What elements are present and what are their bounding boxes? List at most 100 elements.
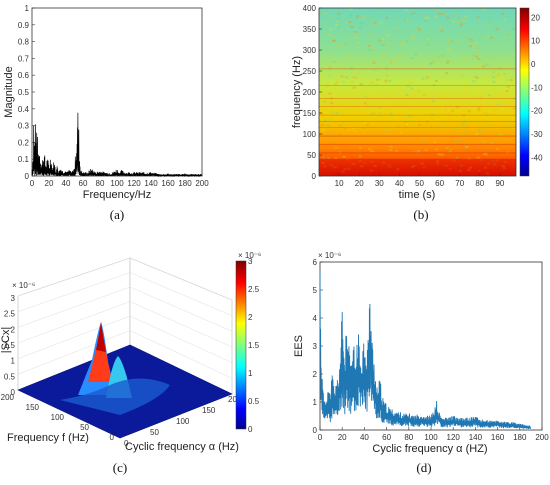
panel-b-noise-cell	[450, 40, 454, 43]
panel-b-noise-cell	[492, 112, 495, 115]
panel-d-y-axis-label: EES	[293, 335, 305, 357]
panel-b-noise-cell	[399, 131, 403, 134]
panel-d-y-tick-label: 2	[313, 370, 318, 379]
panel-b-x-tick-label: 60	[435, 179, 444, 188]
panel-b-noise-cell	[472, 80, 476, 83]
panel-b-noise-cell	[417, 90, 421, 93]
panel-c-colorbar-tick-label: 1	[248, 369, 253, 378]
panel-c-frequency-tick-label: 100	[51, 413, 65, 422]
panel-b-noise-cell	[362, 17, 366, 20]
panel-b-noise-cell	[340, 75, 344, 78]
panel-b-noise-cell	[405, 40, 409, 43]
panel-b-noise-cell	[385, 16, 389, 19]
panel-b-noise-cell	[345, 76, 349, 79]
panel-b-noise-cell	[445, 72, 448, 75]
panel-b-noise-cell	[350, 81, 354, 83]
panel-b-noise-cell	[482, 140, 486, 143]
panel-a-x-tick-label: 100	[110, 179, 124, 188]
panel-b-noise-cell	[364, 77, 368, 80]
panel-b-noise-cell	[440, 29, 444, 32]
panel-b-noise-cell	[474, 91, 478, 94]
panel-b-noise-cell	[337, 12, 341, 15]
panel-c-alpha-ticks: 0 50 100 150 200	[124, 395, 242, 448]
panel-b-noise-cell	[511, 125, 515, 128]
panel-b-noise-cell	[460, 23, 464, 26]
panel-b-noise-cell	[322, 156, 326, 159]
panel-b-noise-cell	[376, 65, 380, 68]
panel-b-noise-cell	[379, 11, 383, 14]
panel-b-noise-cell	[408, 81, 412, 84]
panel-c-z-tick-label: 3	[11, 294, 16, 303]
panel-b-noise-cell	[410, 57, 414, 60]
panel-b-noise-cell	[496, 103, 499, 106]
panel-b-noise-cell	[334, 147, 338, 150]
panel-b-noise-cell	[446, 16, 450, 19]
panel-b-noise-cell	[495, 28, 499, 31]
panel-b-noise-cell	[346, 77, 350, 80]
panel-b-noise-cell	[421, 77, 425, 80]
panel-b-noise-cell	[452, 14, 456, 17]
panel-b-noise-cell	[451, 110, 454, 113]
panel-b-noise-cell	[387, 90, 391, 93]
panel-b-noise-cell	[347, 129, 351, 131]
panel-b-noise-cell	[393, 116, 397, 119]
panel-c-colorbar-tick-label: 2.5	[248, 285, 260, 294]
panel-c-caption-text: (c)	[113, 460, 127, 475]
panel-b-noise-cell	[395, 26, 399, 29]
panel-b-noise-cell	[477, 106, 481, 109]
panel-c-alpha-tick-label: 200	[228, 395, 242, 404]
panel-b-noise-cell	[417, 94, 421, 97]
panel-b-noise-cell	[496, 82, 500, 85]
panel-b-noise-cell	[361, 14, 365, 17]
panel-a-y-tick-label: 1	[25, 4, 30, 13]
panel-c-colorbar-exponent: × 10⁻⁶	[238, 251, 261, 260]
panel-b-noise-cell	[350, 25, 354, 28]
panel-d-y-tick-label: 4	[313, 314, 318, 323]
panel-c-frequency-ticks: 200 150 100 50 0	[1, 393, 115, 442]
panel-b-noise-cell	[429, 119, 433, 122]
panel-a-x-tick-label: 20	[45, 179, 54, 188]
panel-b-noise-cell	[335, 111, 339, 114]
panel-b-noise-cell	[320, 133, 324, 136]
panel-b-noise-cell	[405, 9, 409, 12]
panel-b-noise-cell	[378, 106, 382, 109]
panel-b-noise-cell	[447, 47, 451, 50]
panel-b-noise-cell	[490, 121, 494, 124]
panel-d-ees-chart: 0 1 2 3 4 5 6 0 20 40 60 80 100 120 140 160 180 200 × 10…	[293, 251, 549, 475]
panel-b-noise-cell	[359, 83, 363, 86]
panel-b-noise-cell	[494, 75, 498, 78]
panel-b-noise-cell	[397, 18, 401, 20]
panel-b-noise-cell	[475, 76, 479, 79]
panel-b-noise-cell	[475, 42, 478, 45]
panel-b-noise-cell	[463, 85, 467, 88]
panel-b-noise-cell	[381, 146, 384, 149]
panel-b-noise-cell	[390, 61, 393, 64]
panel-b-noise-cell	[418, 28, 421, 31]
panel-b-noise-cell	[389, 112, 393, 115]
panel-b-noise-cell	[332, 39, 336, 42]
panel-b-noise-cell	[502, 18, 506, 21]
panel-d-x-tick-label: 160	[491, 433, 505, 442]
panel-b-low-frequency-band	[319, 159, 516, 176]
panel-b-x-tick-label: 70	[455, 179, 464, 188]
panel-b-noise-cell	[445, 62, 449, 65]
panel-b-noise-cell	[376, 78, 380, 81]
panel-b-noise-cell	[456, 21, 460, 24]
panel-b-noise-cell	[503, 72, 507, 75]
panel-d-x-tick-label: 140	[469, 433, 483, 442]
panel-b-noise-cell	[469, 45, 472, 48]
panel-b-noise-cell	[324, 12, 328, 14]
panel-b-noise-cell	[437, 153, 441, 156]
panel-b-noise-cell	[370, 81, 374, 84]
panel-b-noise-cell	[367, 18, 371, 21]
panel-c-colorbar-ticks: 0 0.5 1 1.5 2 2.5 3	[248, 257, 260, 434]
panel-b-noise-cell	[372, 111, 376, 114]
panel-b-noise-cell	[341, 121, 345, 124]
panel-b-noise-cell	[328, 118, 332, 121]
panel-b-noise-cell	[358, 155, 362, 158]
panel-b-noise-cell	[383, 132, 387, 135]
panel-b-noise-cell	[370, 112, 373, 115]
panel-b-noise-cell	[334, 157, 338, 160]
panel-b-noise-cell	[400, 53, 404, 56]
panel-b-noise-cell	[349, 13, 353, 16]
